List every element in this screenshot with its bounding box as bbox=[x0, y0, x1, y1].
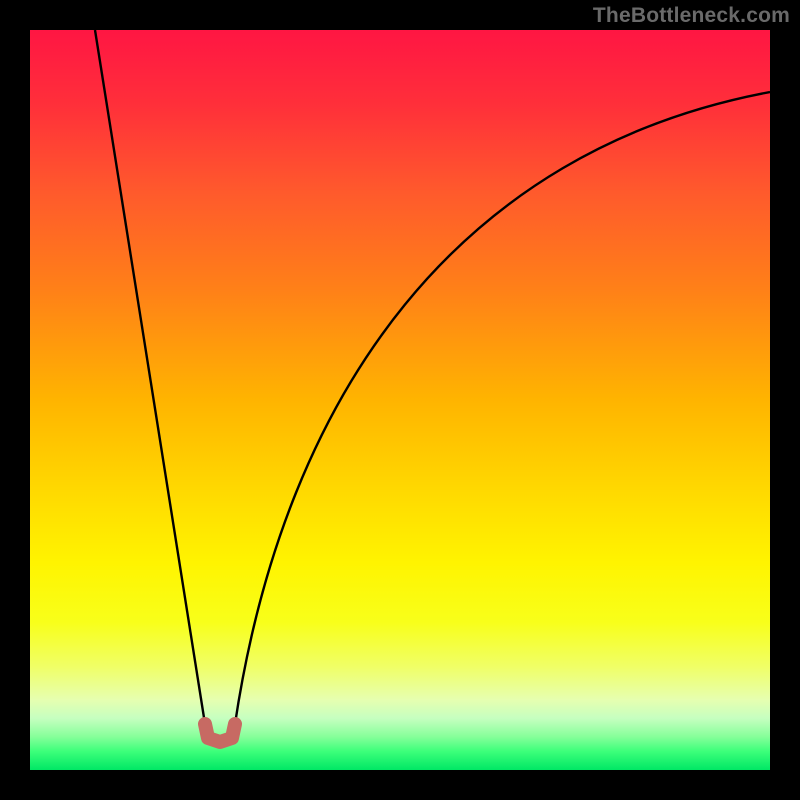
chart-svg bbox=[30, 30, 770, 770]
plot-area bbox=[30, 30, 770, 770]
chart-frame: TheBottleneck.com bbox=[0, 0, 800, 800]
gradient-background bbox=[30, 30, 770, 770]
watermark-text: TheBottleneck.com bbox=[593, 4, 790, 28]
